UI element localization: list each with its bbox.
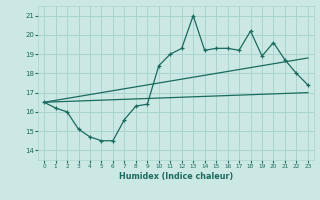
X-axis label: Humidex (Indice chaleur): Humidex (Indice chaleur) [119,172,233,181]
